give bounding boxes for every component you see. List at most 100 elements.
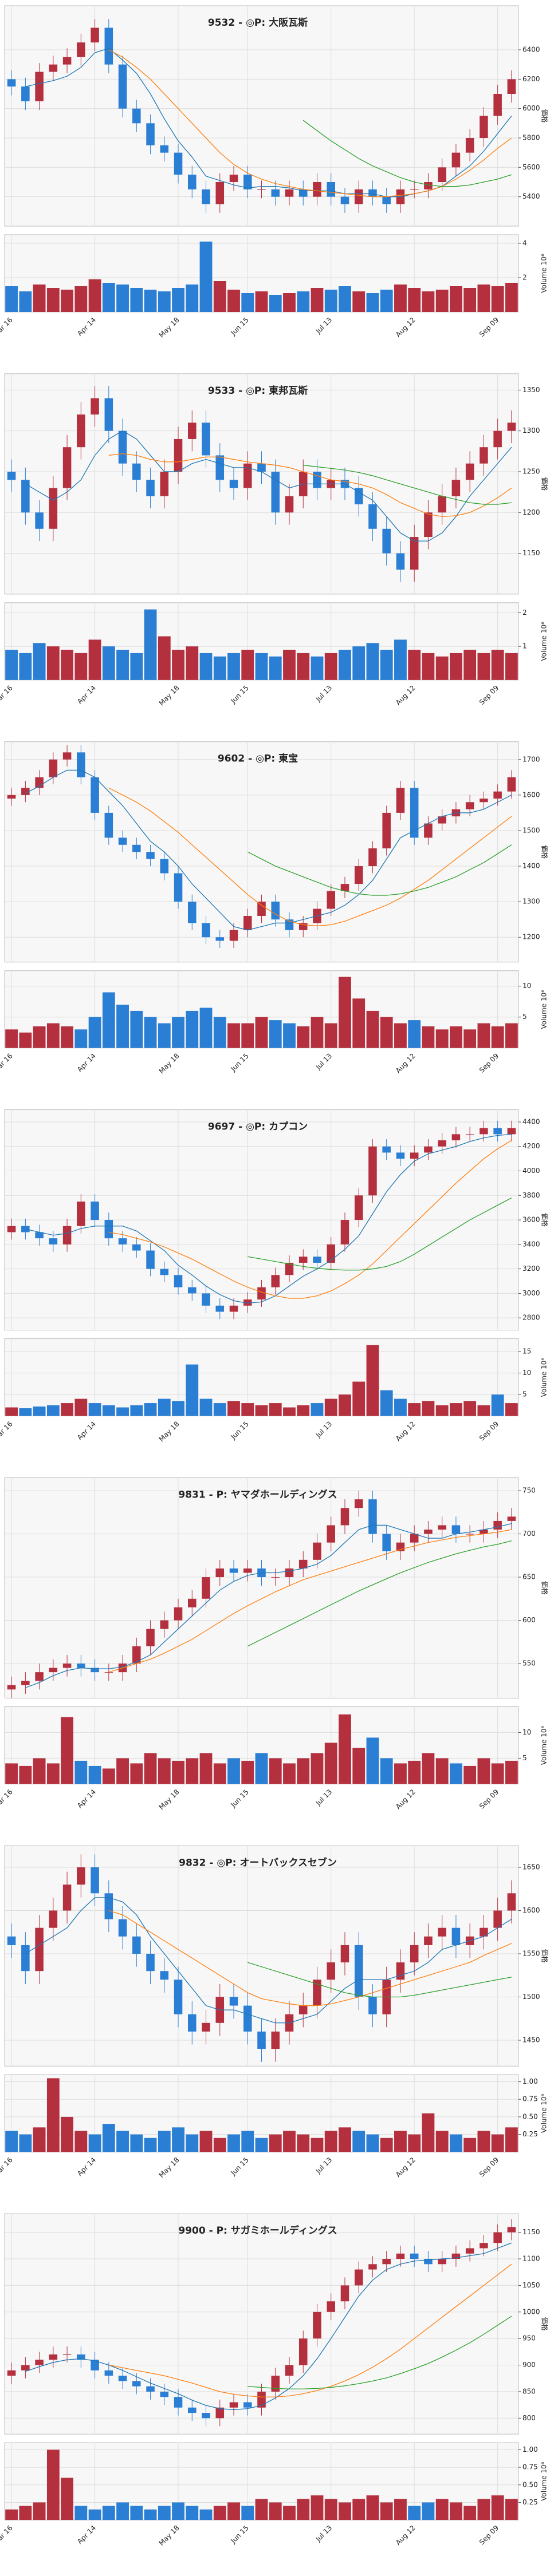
volume-bar [186, 2134, 199, 2152]
x-tick-label: Sep 09 [478, 2156, 500, 2178]
volume-bar [311, 2138, 324, 2152]
volume-bar [88, 2509, 101, 2520]
candle-body [340, 1945, 349, 1963]
volume-bar [116, 1407, 129, 1416]
volume-bar [102, 2506, 115, 2520]
volume-bar [130, 653, 143, 680]
candle-body [215, 1568, 225, 1578]
candle-body [174, 2397, 183, 2408]
candle-body [188, 422, 197, 439]
candle-body [480, 1927, 488, 1937]
volume-bar [352, 1748, 366, 1784]
volume-bar [227, 1758, 240, 1784]
candle-body [438, 167, 446, 182]
x-tick-label: Sep 09 [478, 1420, 500, 1442]
volume-axis-label: Volume 10⁶ [540, 2462, 548, 2501]
candle-body [7, 2370, 16, 2376]
candle-body [271, 189, 280, 197]
volume-bar [116, 1758, 129, 1784]
y-tick-label: 1500 [522, 1993, 540, 2001]
volume-bar [241, 1403, 254, 1416]
volume-bar [33, 2127, 46, 2152]
x-tick-label: Jul 13 [314, 1052, 333, 1071]
x-tick-label: Jun 15 [229, 316, 250, 337]
x-tick-label: Jul 13 [314, 2156, 333, 2175]
x-tick-label: Mar 16 [0, 1788, 14, 1810]
candle-body [313, 2312, 321, 2339]
volume-bar [5, 286, 18, 312]
x-tick-label: Aug 12 [394, 1052, 417, 1074]
volume-bar [449, 286, 462, 312]
candle-body [298, 1559, 308, 1568]
volume-bar [422, 1026, 435, 1048]
volume-bar [102, 1405, 115, 1416]
volume-bar [74, 653, 88, 680]
volume-bar [88, 279, 101, 312]
volume-bar [324, 653, 337, 680]
candle-body [202, 1577, 210, 1599]
y-tick-label: 6000 [522, 104, 540, 112]
volume-bar [435, 290, 449, 312]
volume-bar [449, 1403, 462, 1416]
volume-bar [283, 2506, 296, 2520]
candle-body [382, 812, 391, 849]
candle-body [465, 802, 474, 809]
candle-body [493, 94, 502, 116]
volume-bar [408, 2506, 421, 2520]
candle-body [146, 1250, 155, 1269]
volume-bar [186, 2506, 199, 2520]
volume-bar [463, 1765, 477, 1784]
y-tick-label: 1450 [522, 2036, 540, 2044]
candle-body [132, 1936, 141, 1954]
candle-body [229, 175, 238, 182]
candle-body [215, 1305, 225, 1312]
candle-body [62, 1664, 72, 1668]
candle-body [49, 1910, 58, 1928]
stock-chart: Mar 16 Apr 14 May 18 Jun 15 Jul 13 Aug 12 Sep … [0, 2213, 549, 2547]
candle-body [438, 496, 446, 513]
candle-body [480, 1530, 488, 1534]
y-tick-label: 3800 [522, 1191, 540, 1199]
candle-body [480, 447, 488, 464]
candle-body [354, 1195, 363, 1220]
candle-body [451, 152, 461, 168]
volume-bar [477, 2131, 490, 2152]
candle-body [438, 1140, 446, 1147]
x-tick-label: Sep 09 [478, 1788, 500, 1810]
chart-title: 9602 - ◎P: 東宝 [218, 753, 298, 765]
volume-bar [5, 1407, 18, 1416]
volume-tick-label: 5 [522, 1390, 527, 1398]
candle-body [77, 414, 85, 448]
volume-bar [213, 1017, 226, 1048]
y-tick-label: 4000 [522, 1167, 540, 1175]
volume-bar [324, 1398, 337, 1416]
volume-bar [241, 650, 254, 680]
volume-tick-label: 0.75 [522, 2463, 538, 2471]
moving-average-line [25, 1133, 512, 1304]
candle-body [493, 791, 502, 799]
candle-body [396, 788, 405, 813]
candle-body [202, 2022, 210, 2032]
candle-body [7, 795, 16, 799]
candle-body [49, 488, 58, 529]
candle-body [118, 64, 127, 109]
candle-body [410, 1152, 419, 1159]
volume-bar [283, 1407, 296, 1416]
volume-bar [116, 1005, 129, 1048]
volume-bar [449, 1763, 462, 1784]
volume-bar [394, 639, 407, 680]
volume-bar [422, 1401, 435, 1416]
volume-bar [172, 288, 184, 312]
candle-body [396, 1962, 405, 1980]
volume-bar [408, 1020, 421, 1048]
candle-body [327, 891, 335, 909]
moving-average-line [108, 49, 512, 197]
volume-bar [213, 2506, 226, 2520]
x-tick-label: Jun 15 [229, 2156, 250, 2177]
candle-body [132, 108, 141, 124]
candle-body [91, 2360, 99, 2370]
candle-body [188, 1598, 197, 1607]
candle-body [174, 438, 183, 472]
